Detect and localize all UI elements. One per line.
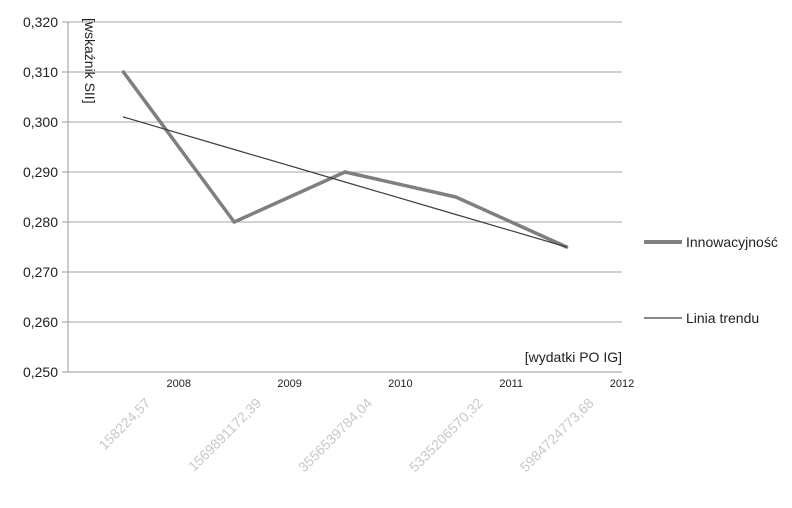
data-point-innowacyjnosc bbox=[232, 220, 236, 224]
x-axis-title: [wydatki PO IG] bbox=[525, 349, 622, 365]
data-point-linia-trendu bbox=[344, 181, 346, 183]
y-tick-label: 0,280 bbox=[23, 214, 58, 230]
data-point-linia-trendu bbox=[566, 246, 568, 248]
legend-label-linia-trendu: Linia trendu bbox=[686, 310, 759, 326]
data-point-innowacyjnosc bbox=[454, 195, 458, 199]
y-tick-label: 0,290 bbox=[23, 164, 58, 180]
category-label: 158224,57 bbox=[95, 395, 153, 453]
y-tick-label: 0,320 bbox=[23, 14, 58, 30]
data-point-linia-trendu bbox=[233, 148, 235, 151]
data-point-linia-trendu bbox=[455, 213, 457, 216]
y-tick-label: 0,300 bbox=[23, 114, 58, 130]
x-tick-labels: 2008 2009 2010 2011 2012 bbox=[167, 378, 635, 390]
legend: Innowacyjność Linia trendu bbox=[644, 234, 778, 326]
x-tick-label: 2010 bbox=[388, 378, 412, 390]
category-labels: 158224,57 1569891172,39 3556539784,04 53352… bbox=[95, 395, 596, 475]
y-tick-label: 0,310 bbox=[23, 64, 58, 80]
y-tick-label: 0,260 bbox=[23, 314, 58, 330]
series-lines bbox=[121, 70, 569, 249]
y-axis-title: [wskaźnik SII] bbox=[82, 18, 98, 104]
data-point-innowacyjnosc bbox=[121, 70, 126, 74]
x-tick-label: 2008 bbox=[167, 378, 191, 390]
y-tick-labels: 0,320 0,310 0,300 0,290 0,280 0,270 0,260 0,250 bbox=[23, 14, 58, 380]
x-tick-label: 2012 bbox=[610, 378, 634, 390]
series-line-innowacyjnosc bbox=[121, 70, 568, 249]
category-label: 5335206570,32 bbox=[406, 395, 486, 475]
axes bbox=[67, 22, 622, 373]
category-label: 3556539784,04 bbox=[295, 395, 375, 475]
data-point-linia-trendu bbox=[122, 116, 124, 118]
category-label: 5984724773,68 bbox=[517, 395, 597, 475]
y-tick-label: 0,250 bbox=[23, 364, 58, 380]
y-tick-label: 0,270 bbox=[23, 264, 58, 280]
data-point-innowacyjnosc bbox=[343, 170, 347, 174]
legend-label-innowacyjnosc: Innowacyjność bbox=[686, 234, 778, 250]
x-tick-label: 2011 bbox=[499, 378, 523, 390]
x-tick-label: 2009 bbox=[277, 378, 301, 390]
category-label: 1569891172,39 bbox=[185, 395, 265, 475]
gridlines bbox=[62, 21, 622, 373]
